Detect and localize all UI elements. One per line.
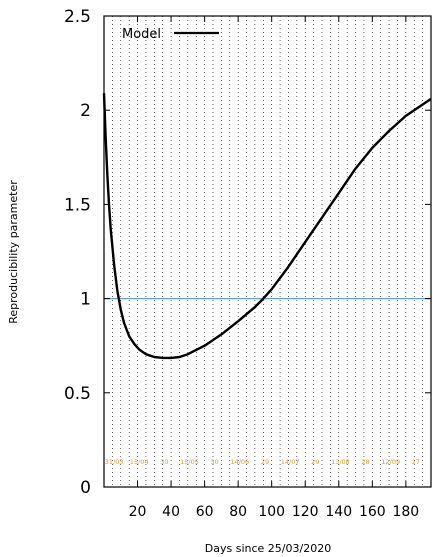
axis-ticks: 0 0.5 1 1.5 2 2.5 20 40 60 80 100 120 140 160 180 [64,7,431,520]
y-tick-label: 0 [80,478,91,498]
y-tick-label: 2 [80,101,91,121]
y-tick-label: 0.5 [64,384,91,404]
y-tick-label: 1.5 [64,195,91,215]
y-tick-label: 1 [80,290,91,310]
y-tick-label: 2.5 [64,7,91,27]
date-annotation: 13/08 [331,458,350,466]
x-axis-label: Days since 25/03/2020 [205,542,331,555]
date-annotation: 29 [261,458,269,466]
x-tick-label: 180 [392,504,419,520]
series-group [102,93,432,360]
x-tick-label: 140 [325,504,352,520]
x-tick-label: 160 [359,504,386,520]
x-tick-label: 20 [129,504,147,520]
date-annotation: 15/05 [180,458,199,466]
plot-frame [103,15,432,488]
date-annotation: 28 [361,458,369,466]
y-axis-label: Reproducibility parameter [7,180,20,324]
x-tick-label: 120 [292,504,319,520]
date-annotation: 14/07 [281,458,300,466]
date-annotation: 30 [160,458,168,466]
x-tick-label: 40 [162,504,180,520]
x-tick-label: 100 [258,504,285,520]
legend-label-model: Model [122,27,161,42]
date-annotation: 27 [412,458,420,466]
date-annotation: 15/04 [130,458,149,466]
grid [112,16,423,487]
date-annotation: 12/09 [381,458,400,466]
date-annotation: 30 [211,458,219,466]
date-annotation: 29 [311,458,319,466]
date-annotation: 14/06 [230,458,249,466]
x-tick-label: 60 [196,504,214,520]
date-annotation: 31/03 [105,458,124,466]
series-line-model [102,93,432,360]
legend: Model [122,27,219,42]
x-tick-label: 80 [229,504,247,520]
date-annotations: 31/03 15/04 30 15/05 30 14/06 29 14/07 29 13/08 28… [105,458,420,466]
